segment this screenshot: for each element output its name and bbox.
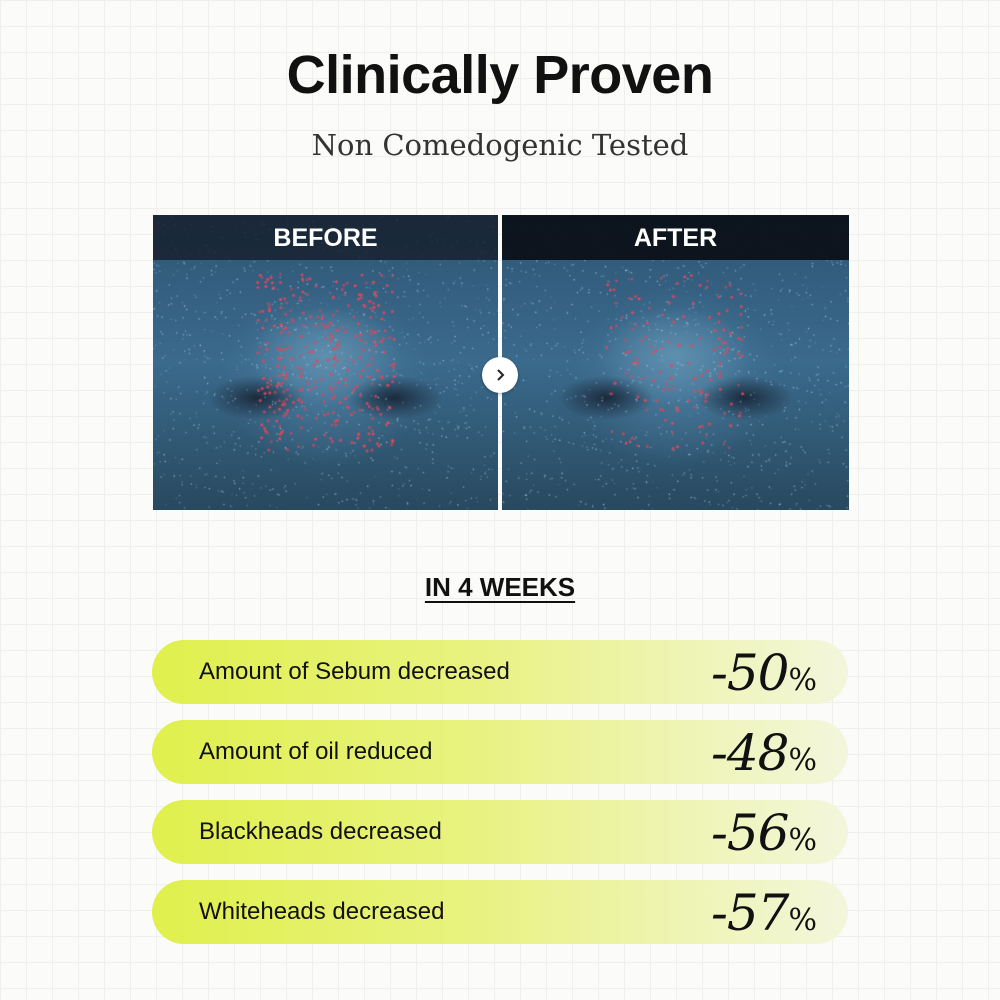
after-label: AFTER [502, 215, 849, 260]
result-label: Amount of Sebum decreased [199, 658, 510, 685]
results-period: IN 4 WEEKS [0, 572, 1000, 603]
result-label: Blackheads decreased [199, 818, 442, 845]
result-row: Amount of Sebum decreased -50% [152, 640, 848, 704]
before-skin-image [153, 215, 498, 510]
before-photo: BEFORE [153, 215, 498, 510]
chevron-right-icon [482, 357, 518, 393]
after-skin-image [502, 215, 849, 510]
result-label: Amount of oil reduced [199, 738, 433, 765]
result-value: -57% [710, 884, 817, 942]
results-period-text: IN 4 WEEKS [424, 572, 576, 602]
before-label: BEFORE [153, 215, 498, 260]
result-value: -56% [710, 804, 817, 862]
result-label: Whiteheads decreased [199, 898, 445, 925]
result-row: Whiteheads decreased -57% [152, 880, 848, 944]
result-row: Blackheads decreased -56% [152, 800, 848, 864]
result-row: Amount of oil reduced -48% [152, 720, 848, 784]
page-subtitle: Non Comedogenic Tested [311, 128, 689, 162]
page-title: Clinically Proven [286, 45, 714, 105]
result-value: -48% [710, 724, 817, 782]
after-photo: AFTER [502, 215, 849, 510]
result-value: -50% [710, 644, 817, 702]
